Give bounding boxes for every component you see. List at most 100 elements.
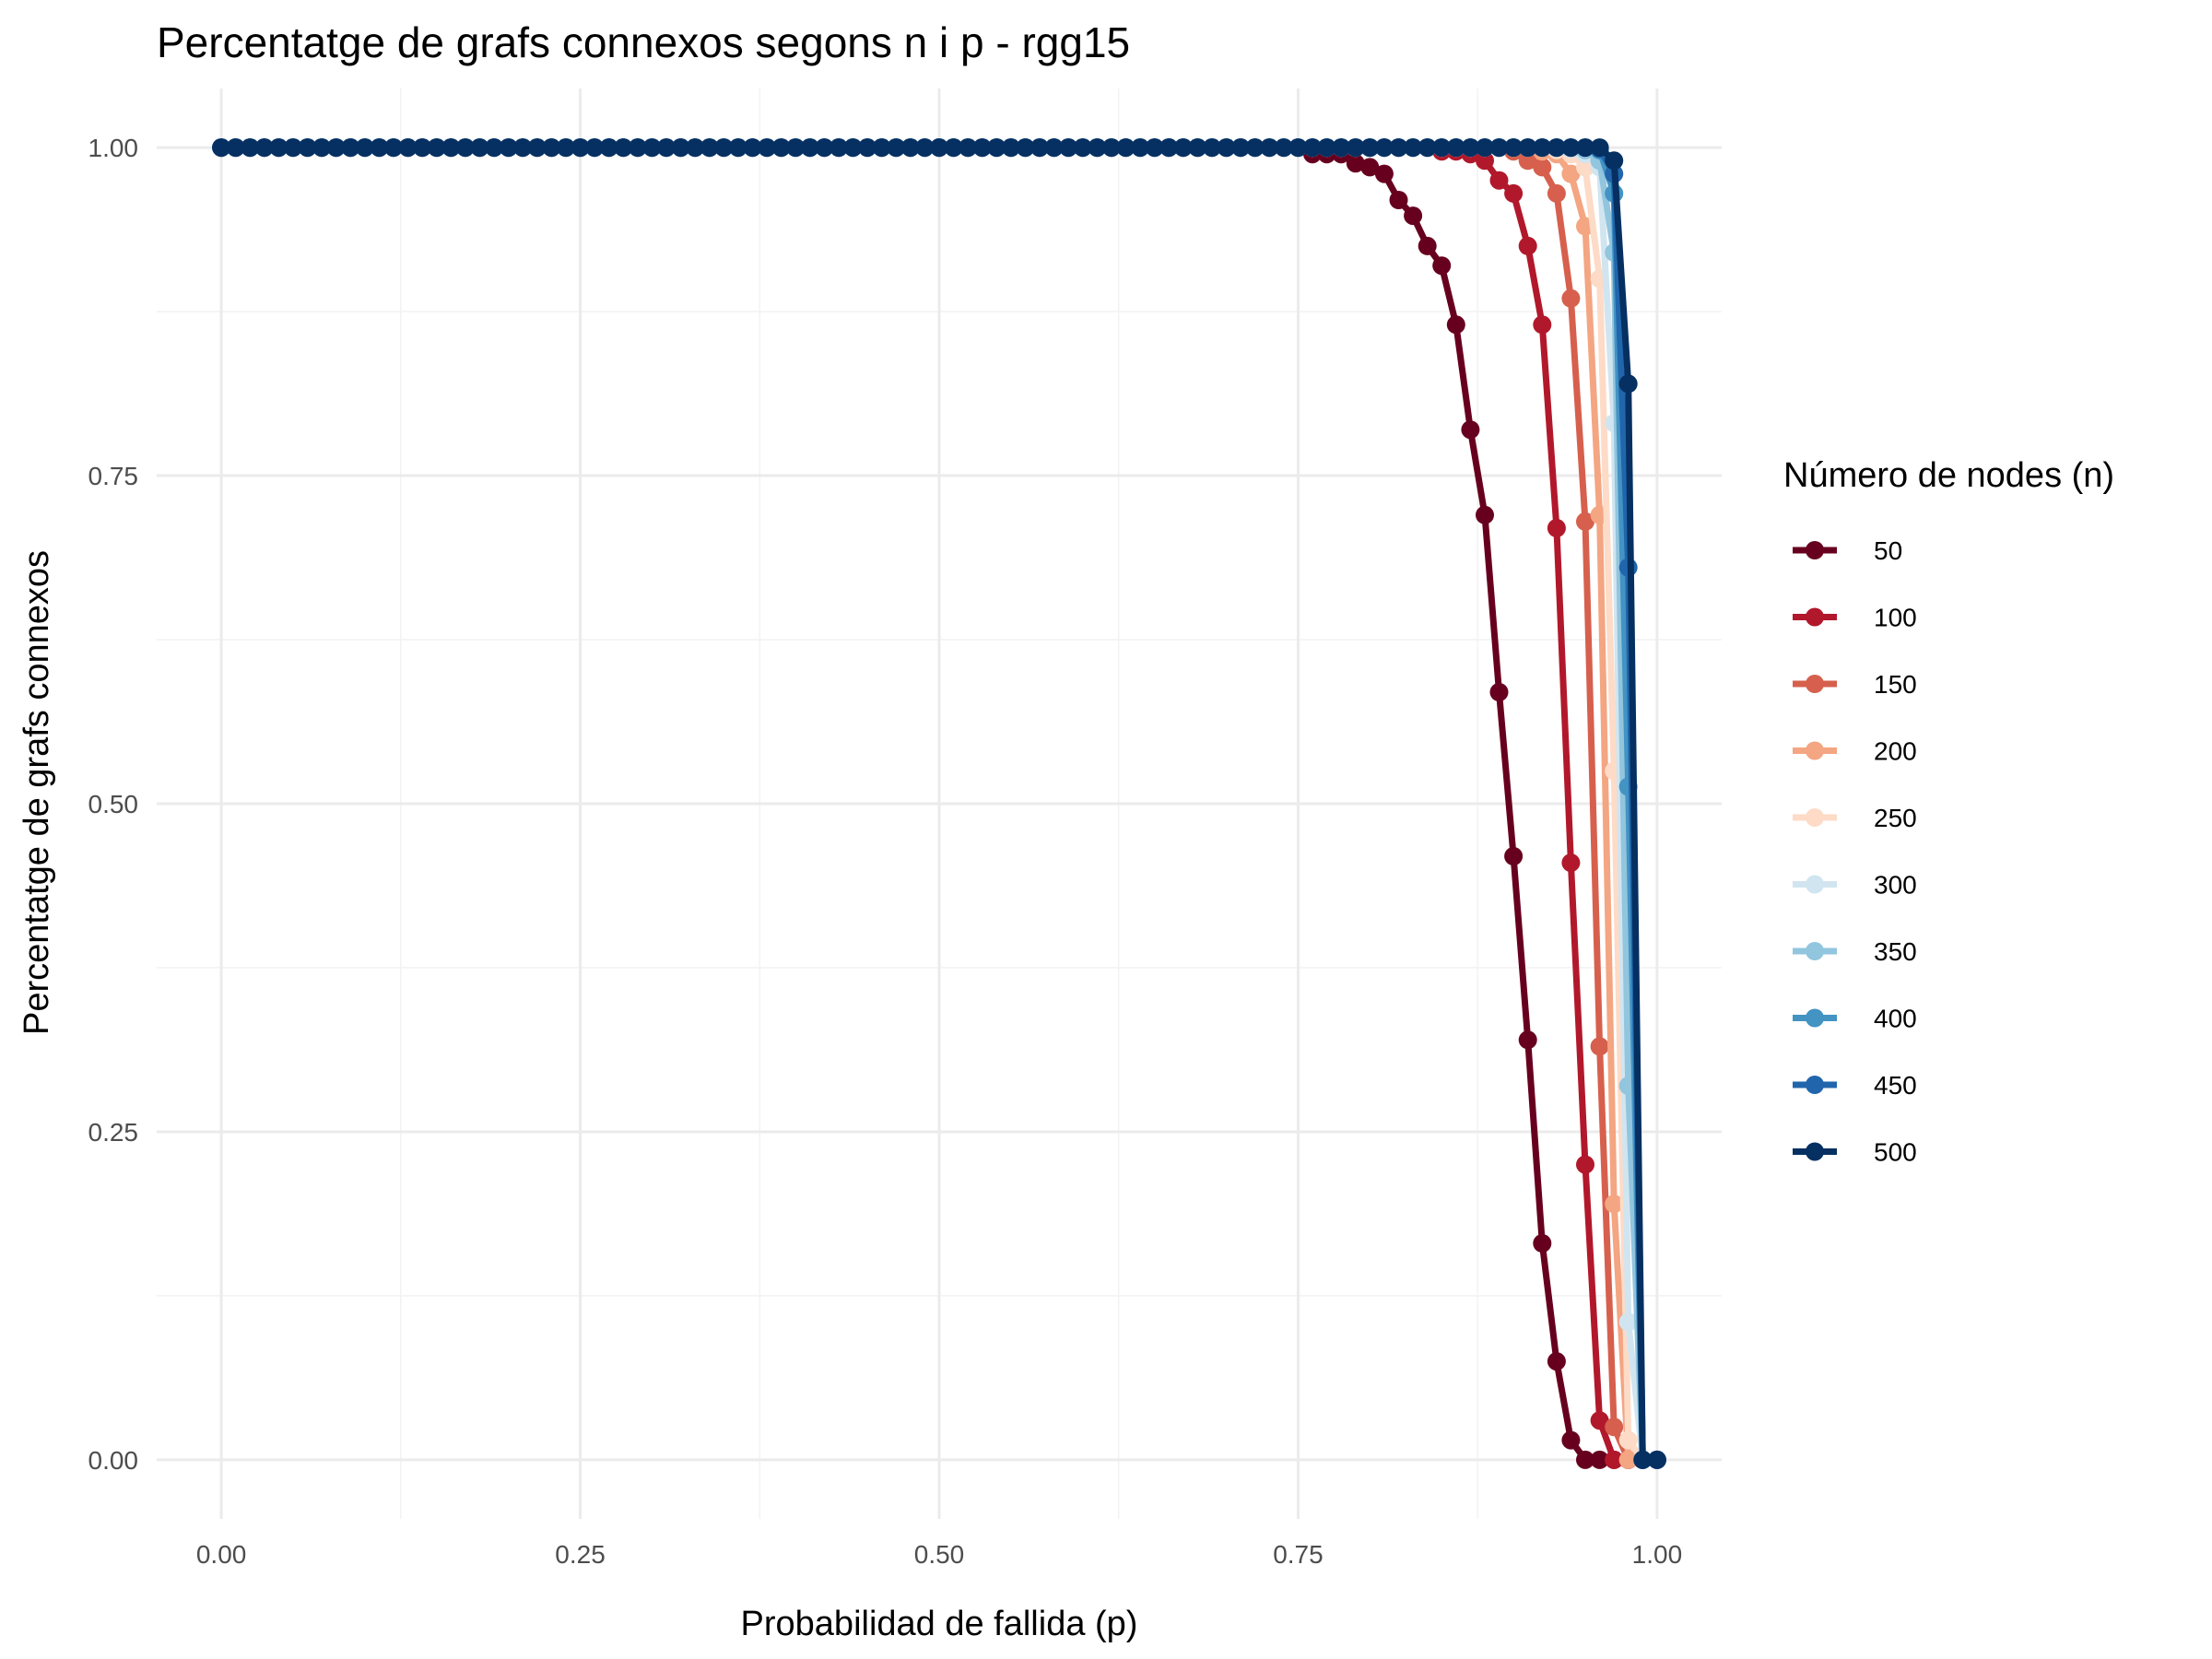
data-point (1044, 138, 1064, 158)
data-point (915, 138, 935, 158)
data-point (1547, 1352, 1566, 1371)
x-tick-label: 0.25 (555, 1540, 606, 1569)
legend-key-point (1806, 1076, 1824, 1094)
data-point (1446, 315, 1465, 335)
data-point (1346, 138, 1365, 158)
data-point (1360, 158, 1380, 177)
data-point (642, 138, 662, 158)
data-point (800, 138, 819, 158)
data-point (599, 138, 618, 158)
data-point (1245, 138, 1265, 158)
legend-item-400: 400 (1793, 1005, 1917, 1033)
data-point (1618, 1312, 1638, 1332)
data-point (1188, 138, 1207, 158)
data-point (1576, 1450, 1594, 1469)
data-point (959, 138, 978, 158)
legend-label: 200 (1874, 737, 1917, 766)
grid-major (157, 88, 1722, 1519)
data-point (686, 138, 705, 158)
data-point (513, 138, 533, 158)
data-point (1518, 236, 1537, 255)
data-point (700, 138, 719, 158)
data-point (1605, 1418, 1624, 1437)
legend-key-point (1806, 1008, 1824, 1028)
legend-label: 500 (1874, 1138, 1917, 1167)
chart-title: Percentatge de grafs connexos segons n i… (157, 18, 1130, 66)
data-point (1001, 138, 1020, 158)
data-point (585, 138, 605, 158)
series-500 (212, 138, 1666, 1469)
data-point (1016, 138, 1035, 158)
data-point (1561, 1430, 1581, 1450)
data-point (571, 138, 590, 158)
data-point (1561, 164, 1581, 183)
data-point (269, 138, 288, 158)
legend-label: 450 (1874, 1071, 1917, 1100)
data-point (944, 138, 963, 158)
data-point (1576, 512, 1594, 531)
data-point (355, 138, 374, 158)
x-tick-label: 1.00 (1632, 1540, 1683, 1569)
data-point (1461, 138, 1480, 158)
data-point (858, 138, 877, 158)
data-point (441, 138, 461, 158)
data-point (1647, 1450, 1666, 1469)
legend-key-point (1806, 808, 1824, 827)
legend-item-500: 500 (1793, 1138, 1917, 1167)
legend-item-300: 300 (1793, 871, 1917, 900)
data-point (1446, 138, 1465, 158)
data-point (930, 138, 948, 158)
data-point (1576, 1155, 1594, 1174)
data-point (470, 138, 489, 158)
data-point (972, 138, 992, 158)
legend-label: 50 (1874, 536, 1902, 565)
data-point (1217, 138, 1236, 158)
data-point (1533, 158, 1552, 177)
data-point (1504, 138, 1524, 158)
data-point (1317, 138, 1336, 158)
data-point (843, 138, 863, 158)
x-tick-label: 0.75 (1273, 1540, 1324, 1569)
data-point (1590, 1411, 1609, 1430)
data-point (341, 138, 360, 158)
data-point (657, 138, 676, 158)
data-point (1504, 847, 1524, 865)
data-point (1489, 138, 1509, 158)
x-tick-label: 0.50 (914, 1540, 965, 1569)
data-point (830, 138, 848, 158)
data-point (1518, 1030, 1537, 1050)
legend-items: 50 100 150 200 250 300 350 400 450 500 (1793, 536, 1917, 1167)
legend-label: 150 (1874, 670, 1917, 699)
legend-key-point (1806, 741, 1824, 760)
legend-key-point (1806, 675, 1824, 693)
data-point (370, 138, 389, 158)
y-tick-label: 1.00 (88, 134, 139, 162)
data-point (384, 138, 403, 158)
legend-item-250: 250 (1793, 804, 1917, 832)
legend-item-450: 450 (1793, 1071, 1917, 1100)
data-point (1374, 164, 1394, 183)
y-tick-label: 0.75 (88, 462, 139, 490)
data-point (1303, 138, 1322, 158)
data-point (1461, 420, 1480, 440)
data-point (542, 138, 561, 158)
data-point (1561, 138, 1581, 158)
legend-label: 400 (1874, 1005, 1917, 1033)
data-point (758, 138, 777, 158)
data-point (1389, 191, 1408, 209)
data-point (1547, 138, 1566, 158)
legend-item-150: 150 (1793, 670, 1917, 699)
data-point (1346, 154, 1365, 173)
data-point (1590, 138, 1609, 158)
y-tick-labels: 0.00 0.25 0.50 0.75 1.00 (88, 134, 139, 1475)
data-point (1561, 288, 1581, 308)
data-point (241, 138, 260, 158)
data-point (1633, 1450, 1653, 1469)
data-point (1618, 1450, 1638, 1469)
data-point (284, 138, 302, 158)
data-point (1059, 138, 1078, 158)
data-point (1476, 138, 1494, 158)
data-point (226, 138, 245, 158)
data-point (499, 138, 518, 158)
